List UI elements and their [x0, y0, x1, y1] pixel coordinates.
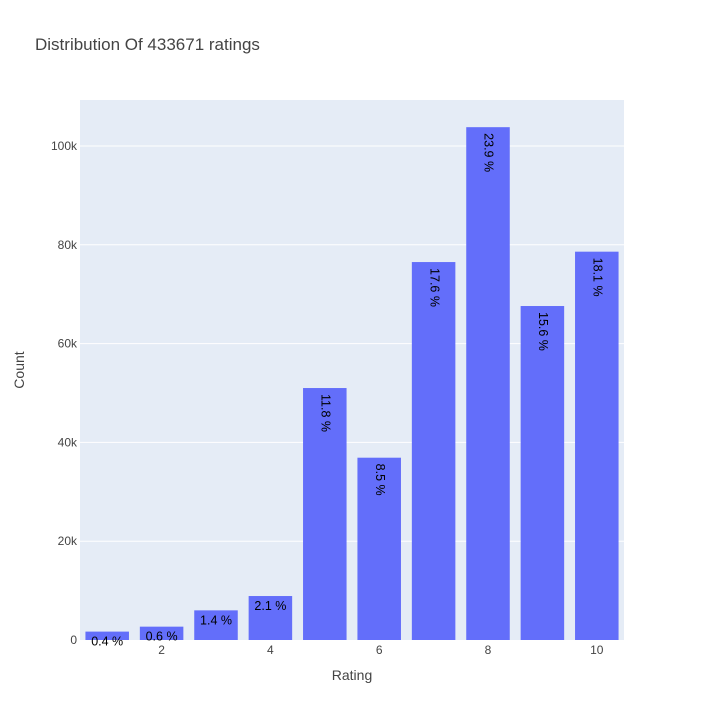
bar-label-rating-10: 18.1 % — [591, 258, 605, 297]
x-axis-title: Rating — [332, 667, 372, 683]
bar-rating-2 — [139, 626, 184, 640]
chart-title: Distribution Of 433671 ratings — [35, 35, 260, 54]
bar-label-rating-1: 0.4 % — [91, 635, 123, 649]
y-tick-label: 80k — [58, 238, 78, 252]
bar-label-rating-6: 8.5 % — [373, 464, 387, 496]
x-tick-label: 8 — [485, 643, 492, 657]
bar-rating-8 — [466, 127, 510, 641]
bar-rating-1 — [85, 631, 129, 640]
x-axis-ticks: 2 4 6 8 10 — [158, 643, 604, 657]
bar-rating-3 — [194, 610, 238, 640]
x-tick-label: 2 — [158, 643, 165, 657]
y-tick-label: 0 — [70, 633, 77, 647]
bar-label-rating-7: 17.6 % — [427, 268, 441, 307]
bar-label-rating-2: 0.6 % — [146, 630, 178, 644]
bar-label-rating-8: 23.9 % — [482, 133, 496, 172]
y-axis-title: Count — [11, 351, 27, 388]
y-tick-label: 100k — [51, 139, 78, 153]
bar-rating-4 — [248, 596, 293, 640]
bar-rating-5 — [303, 388, 347, 640]
x-tick-label: 6 — [376, 643, 383, 657]
bar-rating-9 — [520, 306, 565, 640]
x-tick-label: 10 — [590, 643, 604, 657]
bar-rating-10 — [575, 251, 619, 640]
y-axis-ticks: 0 20k 40k 60k 80k 100k — [51, 139, 78, 647]
data-labels: 0.4 % 0.6 % 1.4 % 2.1 % 11.8 % 8.5 % 17.6 % 23.… — [91, 133, 604, 648]
bar-rating-6 — [357, 457, 401, 640]
bar-label-rating-3: 1.4 % — [200, 613, 232, 627]
x-tick-label: 4 — [267, 643, 274, 657]
bar-label-rating-9: 15.6 % — [536, 312, 550, 351]
y-tick-label: 20k — [58, 534, 78, 548]
bars — [85, 127, 619, 641]
y-tick-label: 40k — [58, 435, 78, 449]
bar-rating-7 — [411, 262, 456, 640]
bar-label-rating-4: 2.1 % — [254, 599, 286, 613]
y-tick-label: 60k — [58, 337, 78, 351]
bar-label-rating-5: 11.8 % — [319, 394, 333, 432]
